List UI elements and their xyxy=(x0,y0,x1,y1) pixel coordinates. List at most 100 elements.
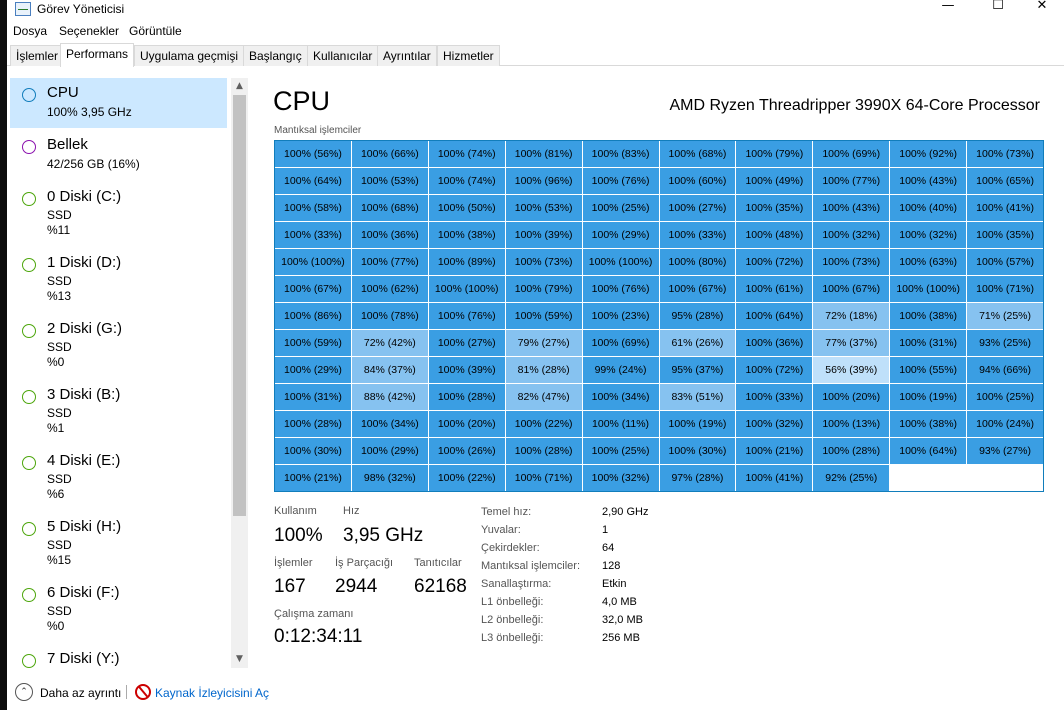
logical-processor-cell: 93% (27%) xyxy=(967,438,1043,464)
sidebar-item-name: 6 Diski (F:) xyxy=(47,584,120,601)
sidebar-item-detail: 100% 3,95 GHz xyxy=(47,105,132,119)
close-button[interactable]: ✕ xyxy=(1036,0,1048,13)
handles-label: Tanıtıcılar xyxy=(414,557,462,569)
logical-processor-cell: 100% (100%) xyxy=(890,276,967,302)
scroll-down-icon[interactable]: ▼ xyxy=(236,654,243,664)
speed-value: 3,95 GHz xyxy=(343,525,424,546)
logical-processor-cell: 100% (74%) xyxy=(428,141,505,167)
sockets-label: Yuvalar: xyxy=(481,524,521,536)
logical-processor-cell: 100% (20%) xyxy=(428,411,505,437)
logical-processor-cell: 100% (21%) xyxy=(275,465,351,491)
minimize-button[interactable]: — xyxy=(941,0,955,13)
logical-processor-cell: 99% (24%) xyxy=(582,357,659,383)
sidebar-item-name: 0 Diski (C:) xyxy=(47,188,122,205)
sidebar-item-name: Bellek xyxy=(47,136,88,153)
l3-cache-value: 256 MB xyxy=(602,632,640,644)
chevron-up-icon[interactable]: ⌃ xyxy=(15,683,33,701)
resource-monitor-icon[interactable] xyxy=(135,684,151,700)
sidebar-item-usage: %6 xyxy=(47,487,65,501)
logical-processor-cell: 100% (31%) xyxy=(890,330,967,356)
disk-indicator-icon xyxy=(22,390,36,404)
logical-processor-cell: 100% (30%) xyxy=(275,438,351,464)
menu-view[interactable]: Görüntüle xyxy=(129,24,182,38)
sidebar-item-disk-4[interactable]: 4 Diski (E:) SSD %6 xyxy=(10,446,227,510)
processes-label: İşlemler xyxy=(274,557,313,569)
logical-processor-cell: 100% (68%) xyxy=(659,141,736,167)
sidebar-item-type: SSD xyxy=(47,538,72,552)
tab-details[interactable]: Ayrıntılar xyxy=(377,45,437,66)
footer-divider xyxy=(126,685,127,699)
logical-processors-count-label: Mantıksal işlemciler: xyxy=(481,560,581,572)
logical-processor-cell: 100% (81%) xyxy=(505,141,582,167)
sidebar-item-disk-0[interactable]: 0 Diski (C:) SSD %11 xyxy=(10,182,227,246)
menu-options[interactable]: Seçenekler xyxy=(59,24,120,38)
speed-label: Hız xyxy=(343,505,360,517)
logical-processor-cell xyxy=(890,465,967,491)
logical-processor-cell: 100% (27%) xyxy=(428,330,505,356)
logical-processor-cell: 100% (73%) xyxy=(505,249,582,275)
sidebar-item-disk-3[interactable]: 3 Diski (B:) SSD %1 xyxy=(10,380,227,444)
sidebar-item-type: SSD xyxy=(47,472,72,486)
disk-indicator-icon xyxy=(22,522,36,536)
cores-value: 64 xyxy=(602,542,615,554)
logical-processor-cell: 100% (33%) xyxy=(659,222,736,248)
tab-performance[interactable]: Performans xyxy=(60,43,135,67)
sidebar-scrollbar[interactable]: ▲ ▼ xyxy=(231,78,248,668)
logical-processor-cell: 100% (53%) xyxy=(351,168,428,194)
logical-processor-cell: 100% (72%) xyxy=(736,249,813,275)
logical-processor-cell: 100% (32%) xyxy=(813,222,890,248)
window-title: Görev Yöneticisi xyxy=(37,2,125,16)
logical-processor-cell: 100% (25%) xyxy=(582,195,659,221)
logical-processor-cell: 97% (28%) xyxy=(659,465,736,491)
disk-indicator-icon xyxy=(22,192,36,206)
footer-bar: ⌃ Daha az ayrıntı Kaynak İzleyicisini Aç xyxy=(7,680,1064,710)
logical-processor-cell: 100% (29%) xyxy=(582,222,659,248)
sidebar-item-cpu[interactable]: CPU 100% 3,95 GHz xyxy=(10,78,227,128)
tab-app-history[interactable]: Uygulama geçmişi xyxy=(134,45,245,66)
logical-processor-cell: 100% (61%) xyxy=(736,276,813,302)
logical-processor-cell: 100% (64%) xyxy=(736,303,813,329)
logical-processor-cell: 100% (13%) xyxy=(813,411,890,437)
sidebar-item-disk-6[interactable]: 6 Diski (F:) SSD %0 xyxy=(10,578,227,642)
sidebar-item-disk-1[interactable]: 1 Diski (D:) SSD %13 xyxy=(10,248,227,312)
tab-services[interactable]: Hizmetler xyxy=(437,45,500,66)
logical-processor-cell: 100% (20%) xyxy=(813,384,890,410)
logical-processor-cell: 100% (77%) xyxy=(351,249,428,275)
sidebar-item-usage: %0 xyxy=(47,619,65,633)
scroll-thumb[interactable] xyxy=(233,95,246,516)
logical-processor-cell: 100% (29%) xyxy=(275,357,351,383)
logical-processor-cell: 100% (32%) xyxy=(736,411,813,437)
sidebar-item-disk-7[interactable]: 7 Diski (Y:) xyxy=(10,644,227,668)
fewer-details-button[interactable]: Daha az ayrıntı xyxy=(40,686,122,700)
tab-startup[interactable]: Başlangıç xyxy=(243,45,308,66)
sidebar-item-usage: %13 xyxy=(47,289,72,303)
sidebar-item-disk-2[interactable]: 2 Diski (G:) SSD %0 xyxy=(10,314,227,378)
sidebar-item-disk-5[interactable]: 5 Diski (H:) SSD %15 xyxy=(10,512,227,576)
open-resource-monitor-link[interactable]: Kaynak İzleyicisini Aç xyxy=(155,686,270,700)
sidebar-item-name: 7 Diski (Y:) xyxy=(47,650,120,667)
logical-processor-cell: 100% (89%) xyxy=(428,249,505,275)
logical-processor-cell: 100% (38%) xyxy=(890,303,967,329)
logical-processor-cell: 100% (25%) xyxy=(967,384,1043,410)
logical-processor-cell xyxy=(967,465,1043,491)
menu-file[interactable]: Dosya xyxy=(13,24,48,38)
maximize-button[interactable]: ☐ xyxy=(992,0,1004,13)
logical-processor-cell: 72% (18%) xyxy=(813,303,890,329)
scroll-up-icon[interactable]: ▲ xyxy=(236,81,243,91)
cpu-indicator-icon xyxy=(22,88,36,102)
logical-processor-cell: 100% (27%) xyxy=(659,195,736,221)
cores-label: Çekirdekler: xyxy=(481,542,540,554)
base-speed-label: Temel hız: xyxy=(481,506,532,518)
sidebar-item-name: 2 Diski (G:) xyxy=(47,320,122,337)
logical-processor-cell: 100% (74%) xyxy=(428,168,505,194)
tab-users[interactable]: Kullanıcılar xyxy=(307,45,379,66)
logical-processor-cell: 100% (11%) xyxy=(582,411,659,437)
logical-processor-cell: 95% (28%) xyxy=(659,303,736,329)
tab-processes[interactable]: İşlemler xyxy=(10,45,65,66)
logical-processor-cell: 100% (67%) xyxy=(275,276,351,302)
logical-processor-cell: 82% (47%) xyxy=(505,384,582,410)
menu-bar: Dosya Seçenekler Görüntüle xyxy=(7,21,1064,41)
logical-processor-cell: 100% (38%) xyxy=(890,411,967,437)
logical-processor-cell: 100% (38%) xyxy=(428,222,505,248)
sidebar-item-memory[interactable]: Bellek 42/256 GB (16%) xyxy=(10,130,227,180)
